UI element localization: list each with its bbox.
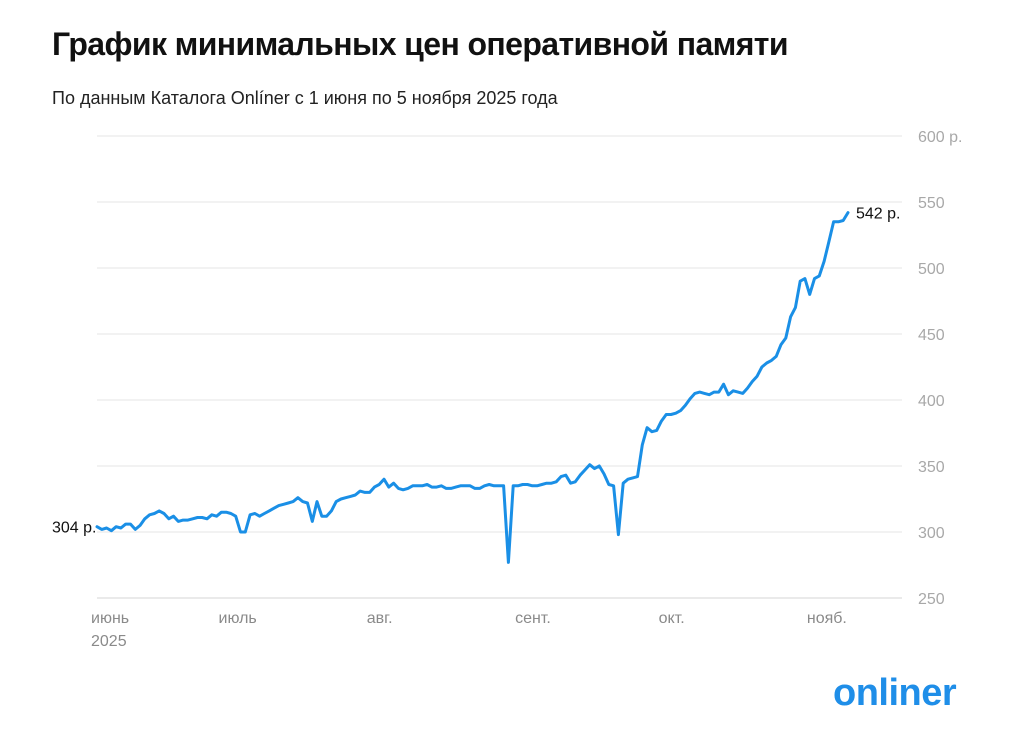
y-tick-label-350: 350 xyxy=(918,459,945,476)
grid-lines xyxy=(97,135,902,599)
series-layer xyxy=(95,211,850,564)
chart-title: График минимальных цен оперативной памят… xyxy=(52,26,789,62)
y-tick-label-600: 600 р. xyxy=(918,129,962,146)
x-tick-label-0: июнь xyxy=(91,610,129,627)
data-label-1: 542 р. xyxy=(856,206,900,223)
x-tick-label-3: сент. xyxy=(515,610,551,627)
x-tick-label-4: окт. xyxy=(659,610,685,627)
chart-subtitle: По данным Каталога Onlíner с 1 июня по 5… xyxy=(52,88,558,108)
annotations: 304 р. 542 р. xyxy=(52,206,900,537)
x-tick-label-2: авг. xyxy=(367,610,393,627)
y-axis-ticks: 250 300 350 400 450 500 550 600 р. xyxy=(918,129,962,608)
y-tick-label-450: 450 xyxy=(918,327,945,344)
x-tick-label-5: нояб. xyxy=(807,610,847,627)
data-label-0: 304 р. xyxy=(52,520,96,537)
y-tick-label-550: 550 xyxy=(918,195,945,212)
y-tick-label-500: 500 xyxy=(918,261,945,278)
y-tick-label-250: 250 xyxy=(918,591,945,608)
y-tick-label-300: 300 xyxy=(918,525,945,542)
y-tick-label-400: 400 xyxy=(918,393,945,410)
onliner-logo[interactable]: onliner xyxy=(833,672,957,714)
x-tick-sublabel-0: 2025 xyxy=(91,633,127,650)
series-line-0 xyxy=(95,211,850,564)
x-axis-ticks: июнь 2025 июль авг. сент. окт. нояб. xyxy=(91,610,847,650)
x-tick-label-1: июль xyxy=(219,610,257,627)
